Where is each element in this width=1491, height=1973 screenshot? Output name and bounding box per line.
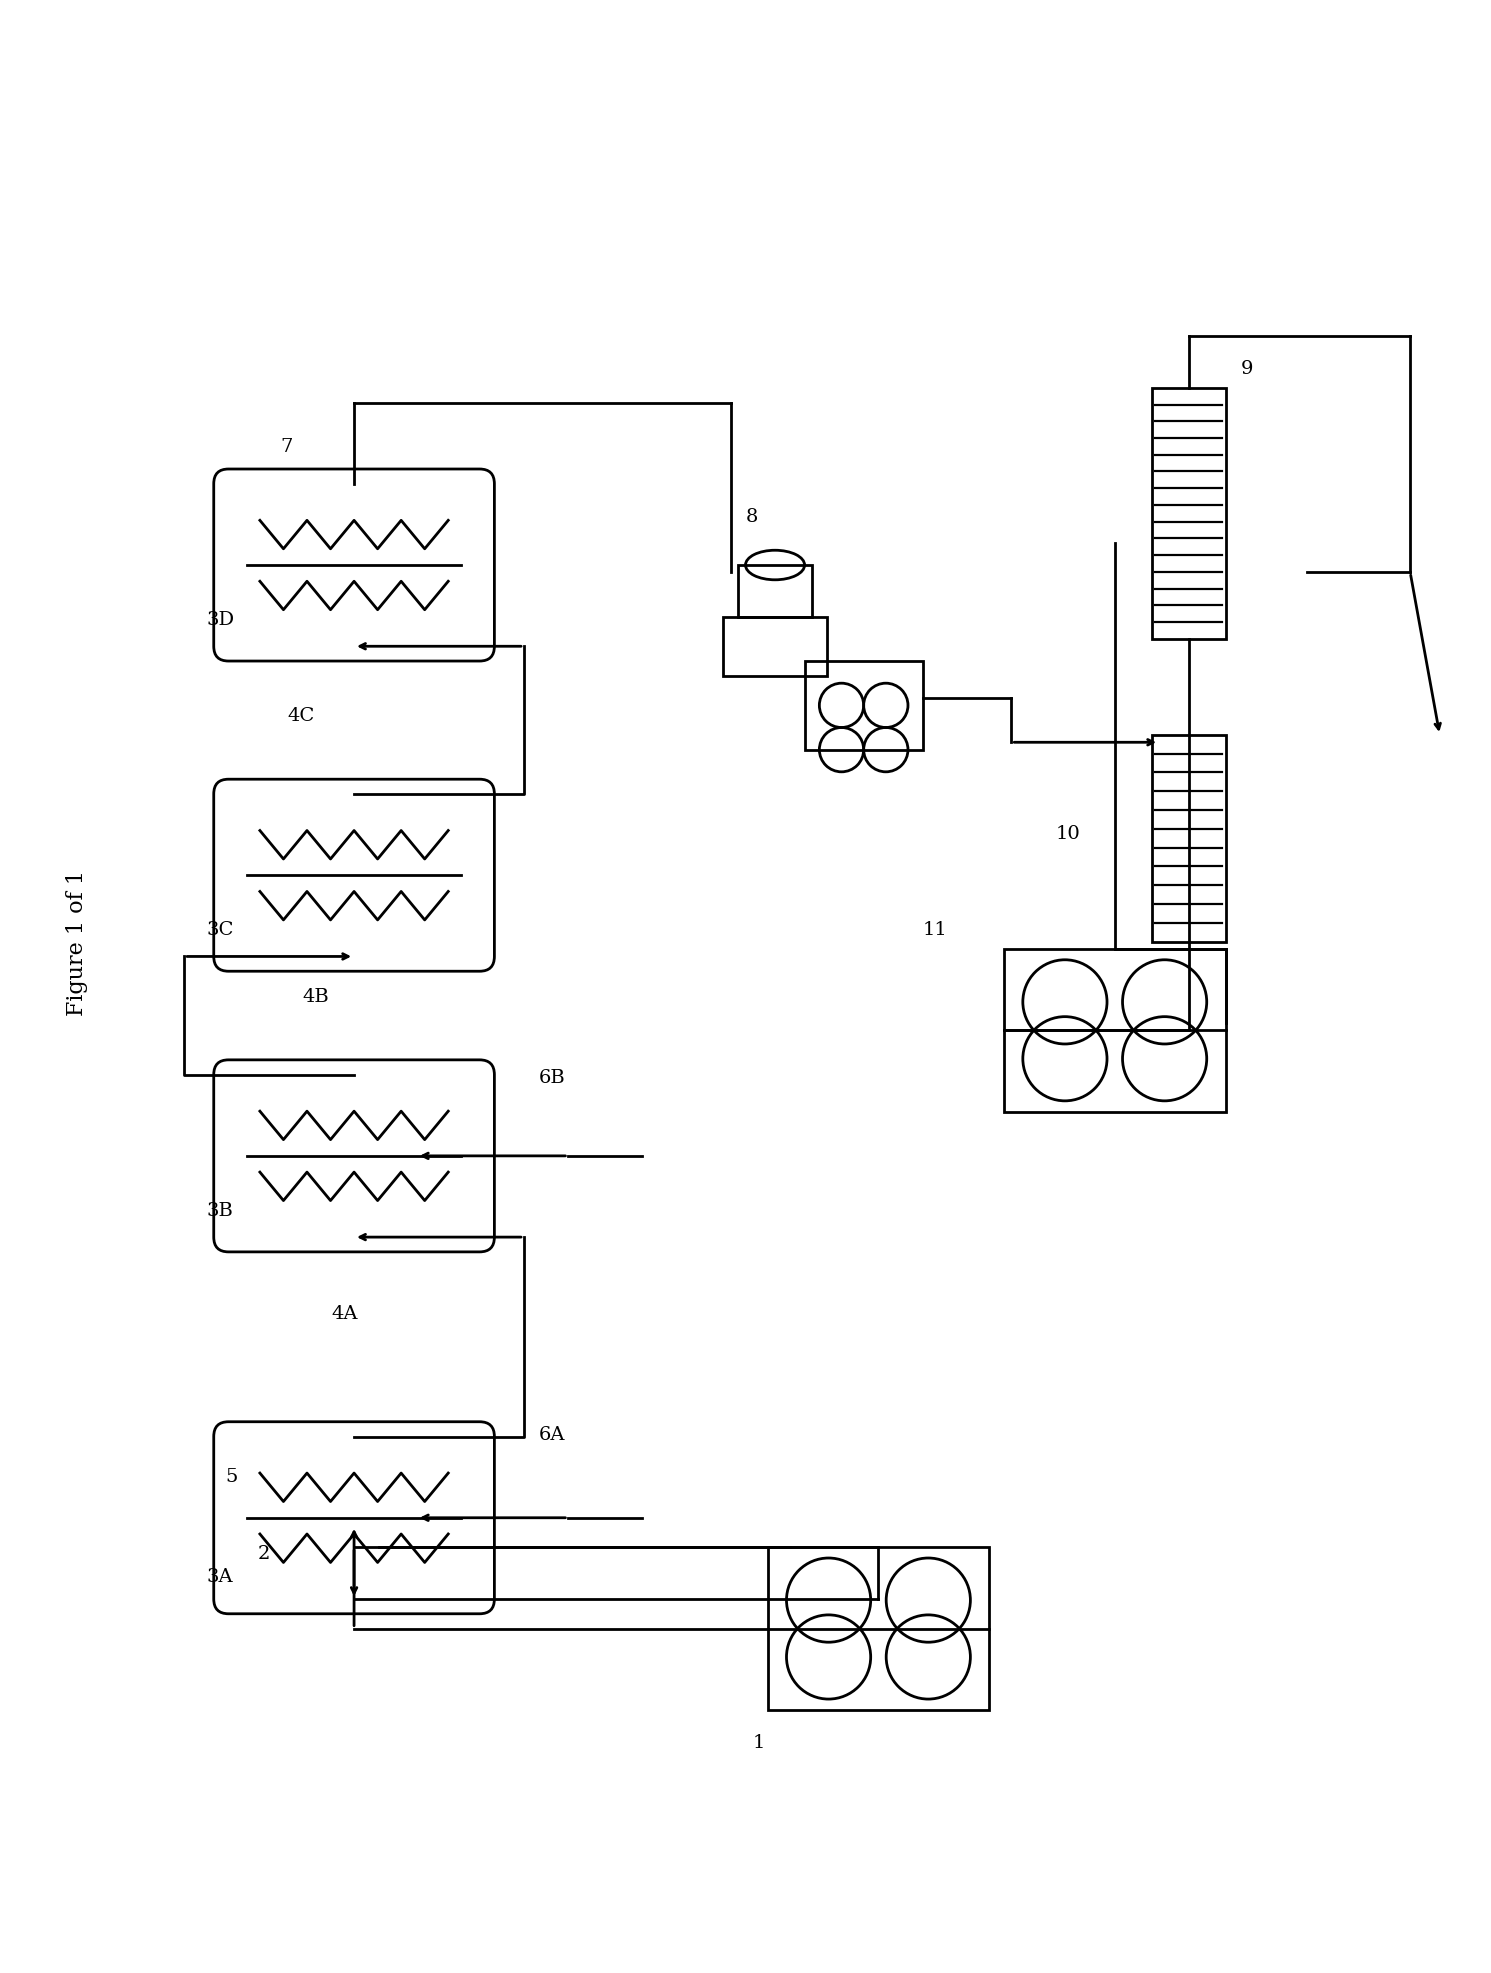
Bar [805, 661, 923, 750]
Text: 1: 1 [753, 1732, 765, 1750]
Text: 4C: 4C [288, 706, 315, 724]
Text: 3D: 3D [206, 612, 234, 629]
Bar [738, 566, 813, 618]
Text: 10: 10 [1056, 825, 1081, 842]
Text: 3A: 3A [206, 1567, 233, 1586]
Text: 9: 9 [1241, 359, 1252, 377]
Bar [1151, 736, 1226, 943]
Text: 5: 5 [225, 1468, 239, 1486]
Bar [723, 618, 826, 677]
Text: 6A: 6A [538, 1426, 565, 1444]
Text: 3C: 3C [206, 921, 234, 939]
Bar [1151, 389, 1226, 639]
Text: 3B: 3B [206, 1202, 233, 1219]
Text: 6B: 6B [538, 1069, 565, 1087]
Text: Figure 1 of 1: Figure 1 of 1 [66, 870, 88, 1016]
Text: 11: 11 [923, 921, 947, 939]
Text: 8: 8 [746, 507, 757, 525]
Text: 2: 2 [258, 1543, 270, 1563]
Text: 4B: 4B [303, 986, 330, 1006]
Bar [1003, 949, 1226, 1113]
Text: 4A: 4A [332, 1304, 358, 1322]
Text: 7: 7 [280, 438, 292, 456]
Bar [768, 1547, 989, 1711]
